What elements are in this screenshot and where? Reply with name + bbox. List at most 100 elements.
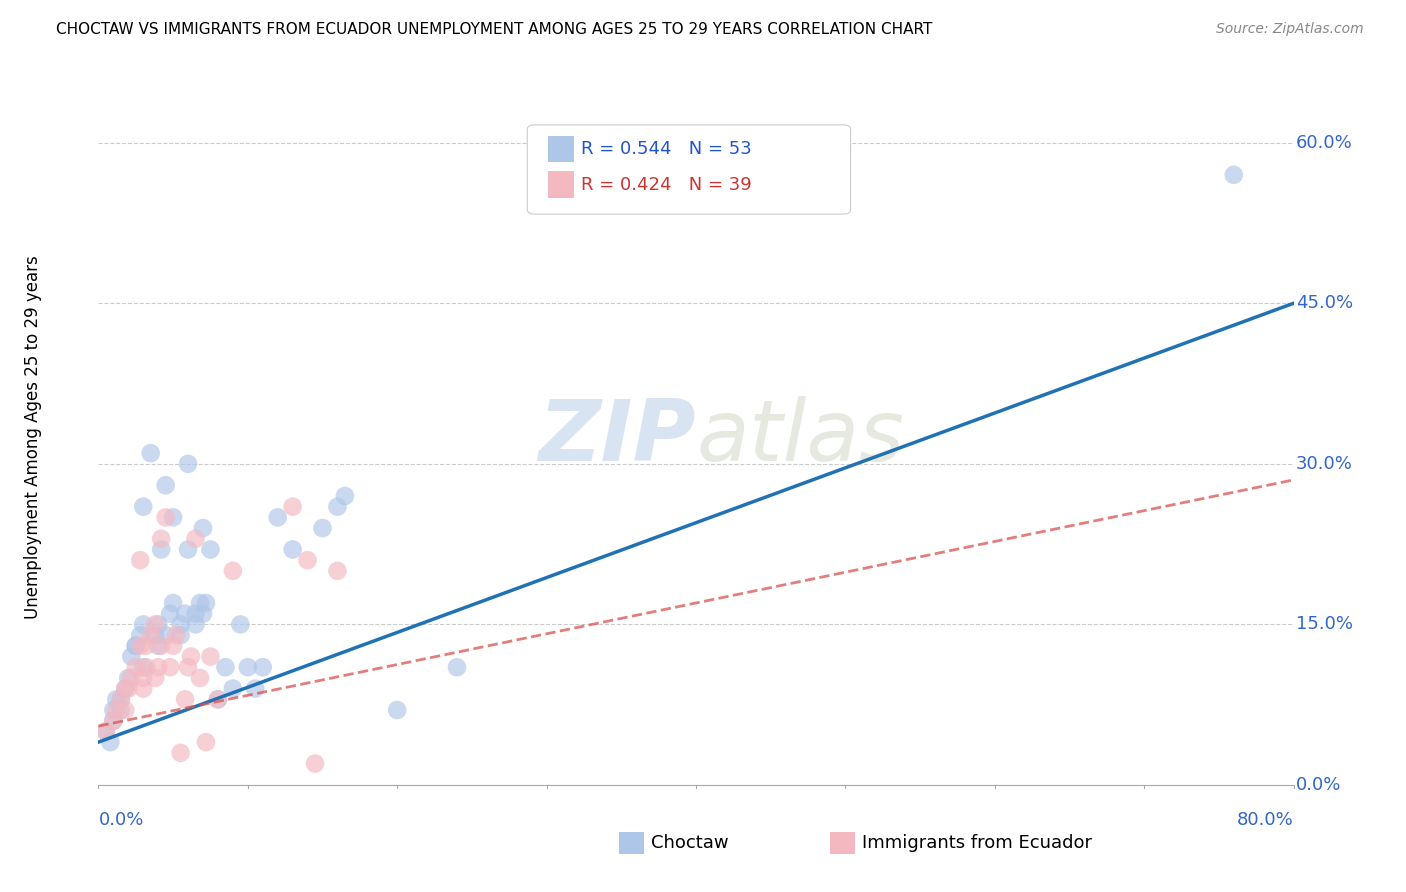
Text: Choctaw: Choctaw (651, 834, 728, 852)
Point (200, 542, 222, 557)
Point (177, 660, 200, 674)
Point (105, 692, 128, 706)
Point (188, 671, 211, 685)
Point (194, 735, 218, 749)
Point (103, 703, 125, 717)
Point (304, 756, 326, 771)
Point (174, 692, 197, 706)
Text: 80.0%: 80.0% (1237, 811, 1294, 829)
Text: 60.0%: 60.0% (1296, 134, 1353, 152)
Point (252, 660, 274, 674)
Point (180, 649, 202, 664)
Text: CHOCTAW VS IMMIGRANTS FROM ECUADOR UNEMPLOYMENT AMONG AGES 25 TO 29 YEARS CORREL: CHOCTAW VS IMMIGRANTS FROM ECUADOR UNEMP… (56, 22, 932, 37)
Point (165, 628, 187, 642)
Point (105, 703, 128, 717)
Point (125, 639, 148, 653)
Point (125, 660, 148, 674)
Point (297, 553, 319, 567)
Point (132, 681, 155, 696)
Point (214, 660, 236, 674)
Point (114, 681, 136, 696)
Point (169, 617, 191, 632)
Point (114, 703, 136, 717)
Point (117, 681, 139, 696)
Point (177, 542, 200, 557)
Point (139, 446, 162, 460)
Point (155, 510, 177, 524)
Point (155, 628, 177, 642)
Point (155, 478, 177, 492)
Point (143, 617, 166, 632)
Point (229, 617, 252, 632)
Point (207, 692, 229, 706)
Point (200, 649, 222, 664)
Point (114, 681, 136, 696)
Point (148, 639, 170, 653)
Point (174, 607, 197, 621)
Point (191, 607, 214, 621)
Point (1223, 168, 1246, 182)
Point (245, 681, 267, 696)
Point (132, 500, 155, 514)
Point (236, 660, 259, 674)
Point (222, 564, 245, 578)
Text: 0.0%: 0.0% (98, 811, 143, 829)
Point (110, 692, 132, 706)
Point (143, 671, 166, 685)
Point (129, 553, 152, 567)
Point (222, 681, 245, 696)
Point (385, 703, 409, 717)
Text: 0.0%: 0.0% (1296, 776, 1341, 794)
Point (333, 489, 356, 503)
Point (120, 649, 142, 664)
Point (94, 724, 117, 739)
Point (139, 628, 162, 642)
Point (98, 735, 122, 749)
Point (194, 596, 218, 610)
Point (148, 660, 170, 674)
Point (159, 660, 181, 674)
Point (184, 617, 207, 632)
Point (162, 596, 184, 610)
Point (177, 457, 200, 471)
Point (446, 660, 468, 674)
Point (132, 660, 155, 674)
Point (169, 746, 191, 760)
Point (150, 542, 173, 557)
Text: 45.0%: 45.0% (1296, 294, 1353, 312)
Point (103, 714, 125, 728)
Point (191, 521, 214, 535)
Point (184, 532, 207, 546)
Point (267, 510, 290, 524)
Point (94, 724, 117, 739)
Point (326, 500, 349, 514)
Text: Immigrants from Ecuador: Immigrants from Ecuador (862, 834, 1092, 852)
Text: 15.0%: 15.0% (1296, 615, 1353, 633)
Point (135, 660, 157, 674)
Point (159, 607, 181, 621)
Point (311, 521, 333, 535)
Text: Source: ZipAtlas.com: Source: ZipAtlas.com (1216, 22, 1364, 37)
Point (110, 703, 132, 717)
Text: ZIP: ZIP (538, 395, 696, 479)
Point (132, 617, 155, 632)
Point (110, 692, 132, 706)
Text: R = 0.544   N = 53: R = 0.544 N = 53 (581, 140, 751, 158)
Text: 30.0%: 30.0% (1296, 455, 1353, 473)
Point (162, 510, 184, 524)
Point (148, 617, 170, 632)
Point (117, 671, 139, 685)
Point (135, 639, 157, 653)
Point (132, 671, 155, 685)
Point (143, 628, 166, 642)
Point (326, 564, 349, 578)
Point (150, 639, 173, 653)
Text: atlas: atlas (696, 395, 904, 479)
Point (281, 500, 304, 514)
Point (169, 628, 191, 642)
Point (103, 714, 125, 728)
Point (120, 671, 142, 685)
Point (129, 639, 152, 653)
Point (125, 639, 148, 653)
Text: Unemployment Among Ages 25 to 29 years: Unemployment Among Ages 25 to 29 years (24, 255, 42, 619)
